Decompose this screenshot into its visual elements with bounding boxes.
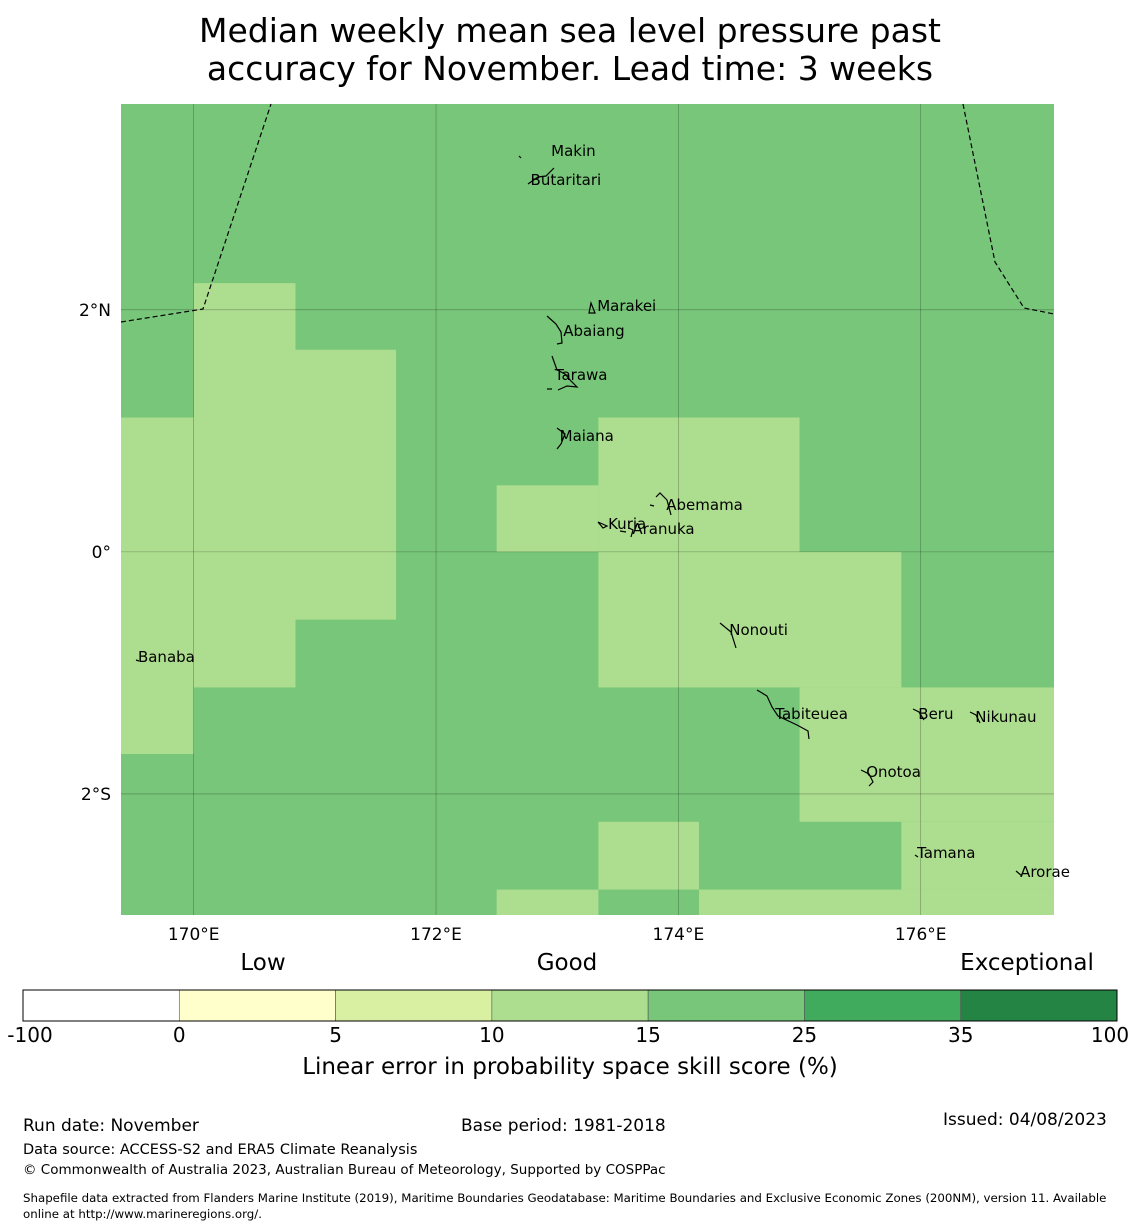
coastline-nonouti — [719, 622, 737, 649]
colorbar-tick-label: 15 — [635, 1023, 661, 1047]
colorbar-tick-label: 25 — [791, 1023, 818, 1047]
lon-tick-label: 174°E — [653, 925, 705, 945]
map-axes: 170°E 172°E 174°E 176°E 2°N 0° 2°S — [79, 301, 947, 945]
island-label-beru: Beru — [918, 705, 954, 724]
island-label-arorae: Arorae — [1020, 862, 1070, 881]
colorbar-axis-label: Linear error in probability space skill … — [302, 1054, 838, 1080]
skill-cell-5 — [598, 551, 902, 688]
island-label-tarawa: Tarawa — [554, 366, 608, 385]
map-title-line-1: Median weekly mean sea level pressure pa… — [199, 11, 941, 50]
run-date: Run date: November — [23, 1116, 199, 1136]
data-source: Data source: ACCESS-S2 and ERA5 Climate … — [23, 1142, 418, 1158]
coastline-tarawa — [551, 355, 579, 391]
colorbar-tick-label: 0 — [172, 1023, 186, 1047]
quality-label-exceptional: Exceptional — [960, 950, 1094, 976]
coastline-nikunau — [969, 711, 981, 724]
coastline-tamana — [914, 854, 919, 858]
coastline-abemama — [655, 492, 672, 516]
island-label-kuria: Kuria — [608, 515, 647, 534]
island-label-abaiang: Abaiang — [563, 321, 625, 340]
skill-cell-6 — [799, 687, 1054, 822]
island-label-tabiteuea: Tabiteuea — [775, 705, 848, 724]
lon-tick-label: 172°E — [410, 925, 462, 945]
skill-cell-7 — [901, 821, 1054, 890]
colorbar-bin-0 — [22, 989, 180, 1022]
coastline-onotoa — [860, 769, 874, 787]
colorbar-bin-1 — [178, 989, 336, 1022]
graticule — [121, 104, 1054, 915]
colorbar — [22, 989, 1118, 1022]
quality-label-good: Good — [536, 950, 598, 976]
coastline-makin — [518, 155, 522, 159]
island-label-onotoa: Onotoa — [866, 763, 921, 782]
quality-label-low: Low — [240, 950, 286, 976]
shapefile-credit-line-2: online at http://www.marineregions.org/. — [23, 1207, 262, 1221]
map-title-line-2: accuracy for November. Lead time: 3 week… — [206, 49, 934, 88]
coastline-abaiang — [546, 315, 563, 345]
copyright: © Commonwealth of Australia 2023, Austra… — [23, 1162, 666, 1178]
eez-boundary-east — [962, 103, 1055, 315]
island-label-makin: Makin — [551, 142, 596, 161]
skill-cell-1 — [295, 349, 397, 620]
coastline-butaritari — [527, 167, 555, 185]
coastline-banaba — [135, 659, 140, 662]
colorbar-tick-label: -100 — [7, 1023, 53, 1047]
island-label-nonouti: Nonouti — [729, 620, 788, 639]
colorbar-tick-label: 35 — [947, 1023, 974, 1047]
shapefile-credit-line-1: Shapefile data extracted from Flanders M… — [23, 1191, 1107, 1205]
island-label-tamana: Tamana — [917, 844, 976, 863]
eez-boundaries — [120, 103, 1055, 323]
lon-tick-label: 176°E — [895, 925, 947, 945]
coastline-kuria — [597, 521, 609, 529]
coastline-tabiteuea — [756, 689, 810, 740]
lat-tick-label: 0° — [92, 543, 111, 563]
coastline-arorae — [1015, 870, 1023, 877]
skill-cell-2 — [121, 417, 194, 755]
skill-cells — [121, 104, 1054, 915]
colorbar-bin-4 — [647, 989, 805, 1022]
skill-cell-4 — [496, 485, 599, 552]
colorbar-tick-label: 100 — [1090, 1023, 1130, 1047]
lon-tick-label: 170°E — [168, 925, 220, 945]
island-label-nikunau: Nikunau — [975, 707, 1037, 726]
island-label-aranuka: Aranuka — [632, 520, 695, 539]
island-label-marakei: Marakei — [597, 297, 657, 316]
colorbar-frame — [22, 989, 1118, 1022]
coastline-marakei — [588, 300, 596, 314]
lat-tick-label: 2°N — [79, 301, 111, 321]
coastline-abemama-west — [649, 504, 655, 507]
island-label-maiana: Maiana — [559, 426, 614, 445]
skill-cell-9 — [496, 889, 599, 915]
eez-boundary-west — [120, 103, 272, 323]
skill-cell-10 — [698, 889, 1054, 915]
colorbar-bin-2 — [335, 989, 493, 1022]
colorbar-tick-label: 5 — [329, 1023, 342, 1047]
island-label-banaba: Banaba — [137, 648, 195, 667]
island-label-abemama: Abemama — [666, 495, 743, 514]
lat-tick-label: 2°S — [81, 785, 111, 805]
skill-cell-8 — [598, 821, 699, 890]
island-label-butaritari: Butaritari — [530, 171, 602, 190]
coastline-beru — [912, 708, 925, 721]
coastline-maiana — [556, 427, 566, 450]
colorbar-bin-5 — [804, 989, 962, 1022]
colorbar-bin-6 — [960, 989, 1118, 1022]
skill-cell-0 — [193, 283, 296, 688]
island-coastlines — [135, 155, 1023, 877]
coastline-aranuka — [619, 527, 634, 538]
base-period: Base period: 1981-2018 — [461, 1116, 666, 1136]
colorbar-tick-label: 10 — [479, 1023, 505, 1047]
issued-date: Issued: 04/08/2023 — [943, 1110, 1107, 1130]
colorbar-bin-3 — [491, 989, 649, 1022]
